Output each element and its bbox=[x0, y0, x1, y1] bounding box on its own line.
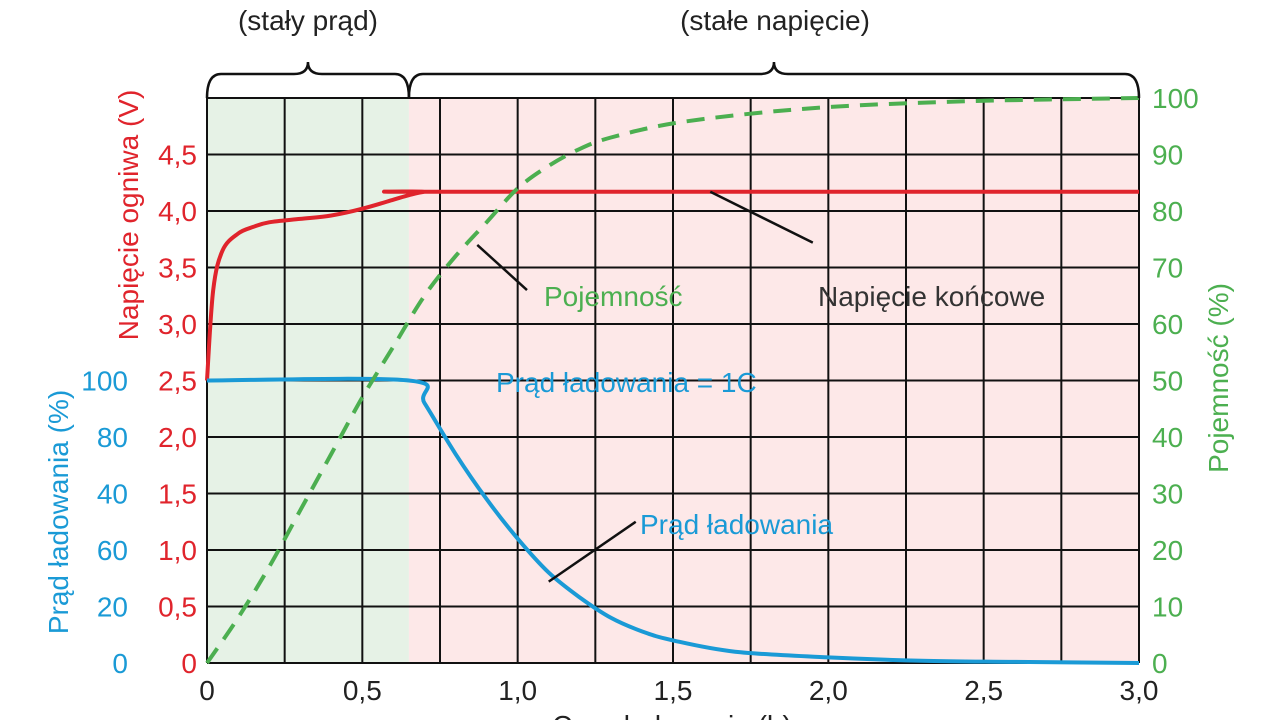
y-axis-label-voltage: Napięcie ogniwa (V) bbox=[113, 90, 144, 341]
voltage-tick-label: 1,0 bbox=[158, 535, 197, 566]
annotation-capacity: Pojemność bbox=[544, 281, 683, 312]
annotation-leader-0 bbox=[476, 243, 528, 292]
phase-braces bbox=[205, 61, 1141, 99]
annotation-current-1c: Prąd ładowania = 1C bbox=[496, 367, 757, 398]
phase-label-constant-current: (stały prąd) bbox=[238, 5, 378, 36]
current-tick-label: 60 bbox=[97, 535, 128, 566]
voltage-tick-label: 3,5 bbox=[158, 253, 197, 284]
capacity-tick-label: 80 bbox=[1152, 196, 1183, 227]
current-tick-label: 100 bbox=[81, 366, 128, 397]
series-line-0 bbox=[205, 189, 1139, 381]
current-tick-label: 80 bbox=[97, 422, 128, 453]
x-tick-label: 0,5 bbox=[343, 675, 382, 706]
capacity-tick-label: 50 bbox=[1152, 366, 1183, 397]
x-tick-label: 1,5 bbox=[654, 675, 693, 706]
series bbox=[205, 96, 1140, 665]
voltage-tick-label: 1,5 bbox=[158, 479, 197, 510]
capacity-tick-label: 100 bbox=[1152, 83, 1199, 114]
annotation-leader-3 bbox=[548, 520, 637, 583]
voltage-tick-label: 0,5 bbox=[158, 592, 197, 623]
x-tick-label: 0 bbox=[199, 675, 215, 706]
x-tick-label: 1,0 bbox=[498, 675, 537, 706]
capacity-tick-label: 20 bbox=[1152, 535, 1183, 566]
x-tick-label: 2,0 bbox=[809, 675, 848, 706]
annotations bbox=[476, 190, 814, 583]
x-tick-label: 2,5 bbox=[964, 675, 1003, 706]
series-line-1 bbox=[206, 376, 1140, 665]
brace-constant-current bbox=[205, 61, 411, 99]
voltage-tick-label: 0 bbox=[181, 648, 197, 679]
annotation-leader-1 bbox=[709, 190, 814, 244]
annotation-end-voltage: Napięcie końcowe bbox=[818, 281, 1045, 312]
y-axis-label-current: Prąd ładowania (%) bbox=[43, 390, 74, 634]
capacity-tick-label: 90 bbox=[1152, 140, 1183, 171]
capacity-tick-label: 60 bbox=[1152, 309, 1183, 340]
voltage-tick-label: 3,0 bbox=[158, 309, 197, 340]
x-axis-label: Czas ładowania (h) bbox=[552, 710, 792, 720]
voltage-tick-label: 4,5 bbox=[158, 140, 197, 171]
current-tick-label: 40 bbox=[97, 479, 128, 510]
voltage-tick-label: 2,5 bbox=[158, 366, 197, 397]
capacity-tick-label: 70 bbox=[1152, 253, 1183, 284]
tick-labels: 0 0,5 1,0 1,5 2,0 2,5 3,000,51,01,52,02,53,03,… bbox=[81, 83, 1198, 706]
y-axis-label-capacity: Pojemność (%) bbox=[1203, 283, 1234, 473]
current-tick-label: 20 bbox=[97, 592, 128, 623]
capacity-tick-label: 10 bbox=[1152, 592, 1183, 623]
voltage-tick-label: 2,0 bbox=[158, 422, 197, 453]
phase-label-constant-voltage: (stałe napięcie) bbox=[680, 5, 870, 36]
annotation-charge-current: Prąd ładowania bbox=[640, 509, 833, 540]
current-tick-label: 0 bbox=[112, 648, 128, 679]
brace-constant-voltage bbox=[407, 61, 1141, 99]
voltage-tick-label: 4,0 bbox=[158, 196, 197, 227]
x-tick-label: 3,0 bbox=[1120, 675, 1159, 706]
capacity-tick-label: 30 bbox=[1152, 479, 1183, 510]
capacity-tick-label: 40 bbox=[1152, 422, 1183, 453]
capacity-tick-label: 0 bbox=[1152, 648, 1168, 679]
series-line-2 bbox=[205, 96, 1140, 665]
